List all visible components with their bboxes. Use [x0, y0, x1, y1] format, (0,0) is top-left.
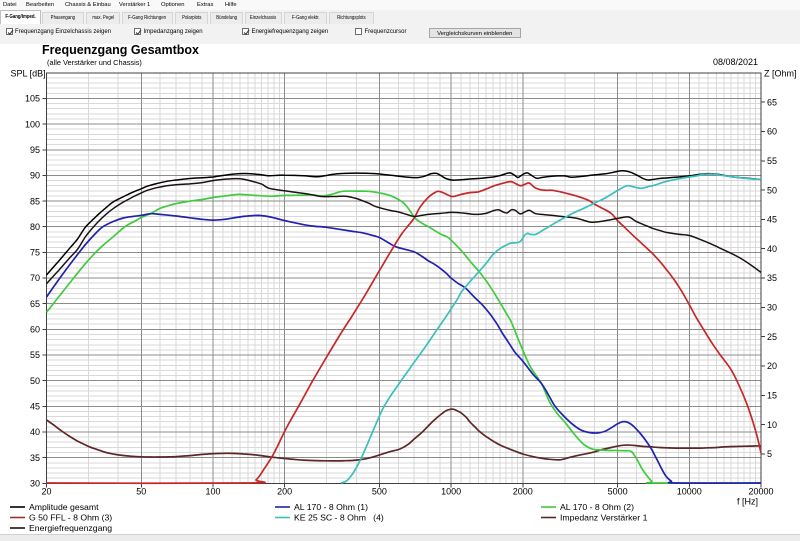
svg-text:85: 85 [30, 196, 40, 206]
svg-text:50: 50 [136, 487, 146, 497]
svg-text:60: 60 [767, 127, 777, 137]
svg-text:5: 5 [767, 449, 772, 459]
svg-text:AL 170 - 8 Ohm (1): AL 170 - 8 Ohm (1) [294, 502, 368, 512]
svg-text:65: 65 [767, 97, 777, 107]
svg-text:Energiefrequenzgang: Energiefrequenzgang [29, 523, 112, 533]
svg-text:2000: 2000 [513, 487, 533, 497]
svg-text:KE 25 SC - 8 Ohm (4): KE 25 SC - 8 Ohm (4) [294, 513, 384, 523]
svg-text:10: 10 [767, 420, 777, 430]
svg-text:100: 100 [25, 119, 40, 129]
svg-text:25: 25 [767, 332, 777, 342]
svg-text:45: 45 [767, 215, 777, 225]
svg-text:20000: 20000 [748, 487, 773, 497]
svg-text:Z [Ohm]: Z [Ohm] [764, 69, 797, 79]
svg-text:20: 20 [41, 487, 51, 497]
svg-text:f [Hz]: f [Hz] [737, 497, 758, 507]
svg-text:Amplitude gesamt: Amplitude gesamt [29, 502, 99, 512]
svg-text:30: 30 [30, 479, 40, 489]
svg-text:80: 80 [30, 222, 40, 232]
svg-text:40: 40 [767, 244, 777, 254]
svg-text:20: 20 [767, 361, 777, 371]
svg-text:AL 170 - 8 Ohm (2): AL 170 - 8 Ohm (2) [560, 502, 634, 512]
svg-text:55: 55 [30, 350, 40, 360]
svg-text:15: 15 [767, 391, 777, 401]
svg-text:35: 35 [767, 273, 777, 283]
svg-text:45: 45 [30, 402, 40, 412]
svg-text:65: 65 [30, 299, 40, 309]
svg-text:70: 70 [30, 273, 40, 283]
svg-text:30: 30 [767, 303, 777, 313]
svg-text:50: 50 [767, 185, 777, 195]
svg-text:200: 200 [277, 487, 292, 497]
svg-text:SPL [dB]: SPL [dB] [11, 69, 46, 79]
svg-text:Impedanz Verstärker 1: Impedanz Verstärker 1 [560, 513, 648, 523]
svg-text:10000: 10000 [677, 487, 702, 497]
svg-text:1000: 1000 [441, 487, 461, 497]
svg-text:40: 40 [30, 427, 40, 437]
svg-text:55: 55 [767, 156, 777, 166]
svg-text:G 50 FFL - 8 Ohm (3): G 50 FFL - 8 Ohm (3) [29, 513, 112, 523]
svg-text:500: 500 [372, 487, 387, 497]
svg-text:50: 50 [30, 376, 40, 386]
svg-text:60: 60 [30, 325, 40, 335]
svg-text:105: 105 [25, 94, 40, 104]
svg-text:75: 75 [30, 248, 40, 258]
svg-text:5000: 5000 [608, 487, 628, 497]
svg-text:95: 95 [30, 145, 40, 155]
svg-text:35: 35 [30, 453, 40, 463]
svg-text:90: 90 [30, 171, 40, 181]
svg-text:100: 100 [205, 487, 220, 497]
